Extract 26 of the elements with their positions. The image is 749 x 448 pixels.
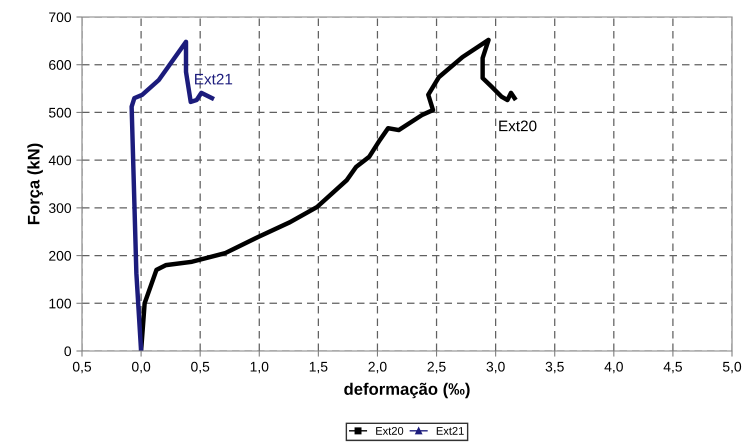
y-tick-label: 600 [49,60,72,70]
x-tick-label: 3,0 [486,362,505,374]
legend-label: Ext21 [436,426,464,435]
y-tick-label: 400 [48,155,72,166]
x-tick-label: 0,5 [72,362,92,374]
legend-label: Ext20 [376,426,404,435]
annotation: Ext21 [195,74,232,85]
y-tick-label: 500 [48,108,72,118]
y-tick-label: 200 [49,250,72,261]
y-axis-title: Força (kN) [27,144,43,224]
x-tick-label: 1,5 [310,362,328,374]
x-tick-label: 5,0 [722,362,742,374]
y-tick-label: 700 [49,12,72,22]
y-tick-label: 300 [48,203,72,214]
x-tick-label: 4,0 [604,362,623,374]
annotation: Ext20 [499,120,536,132]
x-tick-label: 4,5 [664,362,682,374]
x-axis-title: deformação (‰) [344,382,470,398]
x-tick-label: 2,0 [368,362,387,374]
x-tick-label: 0,5 [191,362,210,374]
x-tick-label: 0,0 [132,362,150,374]
x-tick-label: 1,0 [250,362,268,374]
x-tick-label: 2,5 [428,362,446,374]
y-tick-label: 0 [64,346,72,356]
y-tick-label: 100 [49,298,72,308]
x-tick-label: 3,5 [546,362,564,374]
